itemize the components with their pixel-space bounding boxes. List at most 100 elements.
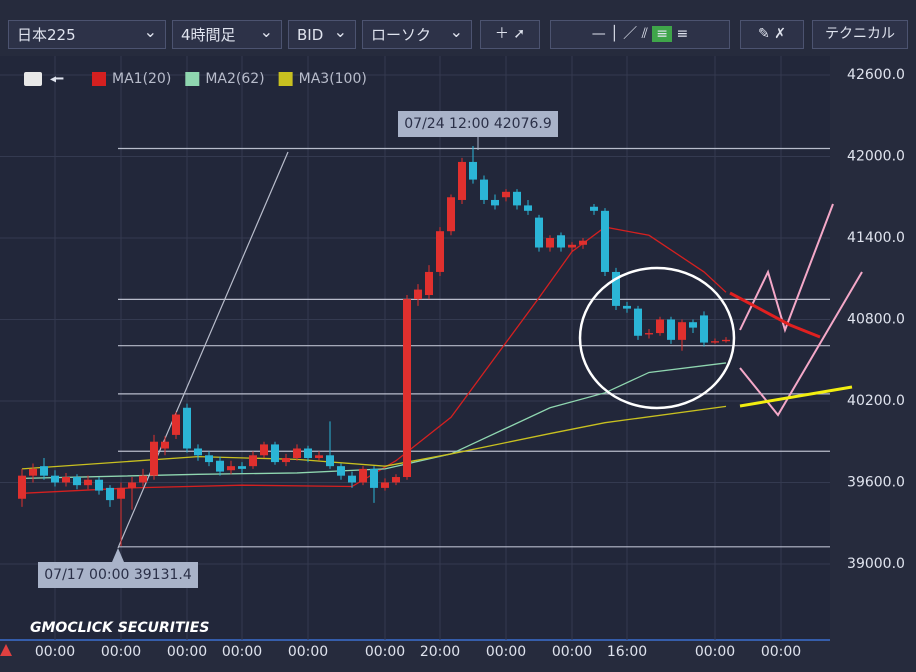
candle-body <box>29 468 37 476</box>
style-select[interactable]: ローソク <box>362 17 472 49</box>
candle-body <box>678 322 686 340</box>
x-tick-label: 16:00 <box>607 644 647 660</box>
candle-body <box>579 240 587 245</box>
candle-body <box>370 468 378 488</box>
candle-body <box>326 455 334 467</box>
candle-body <box>491 199 499 206</box>
x-tick-label: 20:00 <box>420 644 460 660</box>
candle-body <box>436 231 444 272</box>
candle-body <box>62 477 70 483</box>
ma-line <box>21 226 727 494</box>
legend-swatch <box>185 72 200 86</box>
candle-body <box>139 475 147 483</box>
candle-body <box>557 235 565 248</box>
candle-body <box>183 407 191 449</box>
candle-body <box>590 206 598 211</box>
draw-tools[interactable]: — │ ／ ⫽ ≡ ≡ <box>550 20 730 49</box>
candle-body <box>502 191 510 198</box>
circle-drawing <box>578 266 736 410</box>
candle-body <box>645 333 653 335</box>
x-tick-label: 00:00 <box>288 644 328 660</box>
y-tick-label: 39600.0 <box>847 474 905 490</box>
yellow-drawing <box>739 385 853 408</box>
candle-body <box>337 466 345 476</box>
candle-body <box>18 475 26 499</box>
plot-area <box>0 56 830 640</box>
candle-body <box>260 444 268 456</box>
candle-body <box>216 460 224 472</box>
candle-body <box>271 444 279 463</box>
erase-tools[interactable]: ✎ ✗ <box>740 20 804 49</box>
x-tick-label: 00:00 <box>695 644 735 660</box>
candle-body <box>238 466 246 469</box>
candle-body <box>172 414 180 435</box>
candle-body <box>348 475 356 483</box>
y-tick-label: 39000.0 <box>847 556 905 572</box>
period-select[interactable]: 4時間足 <box>172 17 282 49</box>
annotation-box <box>38 562 198 588</box>
candle-body <box>381 482 389 488</box>
candle-body <box>194 448 202 456</box>
comment-icon[interactable] <box>24 72 42 86</box>
candle-body <box>392 477 400 483</box>
legend-label: MA1(20) <box>112 71 171 87</box>
logo: GMOCLICK SECURITIES <box>30 620 209 636</box>
red-drawing <box>729 291 821 339</box>
ma-line <box>21 405 727 470</box>
scroll-marker[interactable] <box>0 644 12 656</box>
cursor-tools[interactable]: ＋ ➚ <box>480 20 540 49</box>
candle-body <box>106 487 114 501</box>
legend-swatch <box>92 72 106 86</box>
candle-body <box>480 179 488 200</box>
candle-body <box>524 205 532 211</box>
candle-body <box>667 319 675 340</box>
technical-button[interactable]: テクニカル <box>812 20 908 49</box>
candle-body <box>403 299 411 478</box>
candle-body <box>535 217 543 248</box>
candle-body <box>546 237 554 248</box>
y-tick-label: 42000.0 <box>847 149 905 165</box>
x-tick-label: 00:00 <box>167 644 207 660</box>
candle-body <box>304 448 312 459</box>
candle-body <box>73 477 81 486</box>
candle-body <box>414 289 422 300</box>
annotation: 07/24 12:00 42076.9 <box>404 116 552 132</box>
annotation-box <box>398 111 558 137</box>
candle-body <box>128 482 136 488</box>
candle-body <box>227 466 235 471</box>
x-tick-label: 00:00 <box>365 644 405 660</box>
candle-body <box>293 448 301 459</box>
candle-body <box>84 479 92 486</box>
y-tick-label: 42600.0 <box>847 67 905 83</box>
legend-label: MA2(62) <box>205 71 264 87</box>
x-tick-label: 00:00 <box>486 644 526 660</box>
price-select[interactable]: BID <box>288 17 356 49</box>
legend-label: MA3(100) <box>299 71 367 87</box>
candle-body <box>458 161 466 200</box>
x-tick-label: 00:00 <box>761 644 801 660</box>
candle-body <box>117 487 125 499</box>
annotation: 07/17 00:00 39131.4 <box>44 567 192 583</box>
x-tick-label: 00:00 <box>101 644 141 660</box>
candle-body <box>95 479 103 491</box>
candle-body <box>249 455 257 467</box>
arrow-icon[interactable]: ◂━ <box>50 72 64 86</box>
candle-body <box>150 441 158 476</box>
candle-body <box>601 210 609 272</box>
candle-body <box>315 455 323 459</box>
y-tick-label: 40800.0 <box>847 311 905 327</box>
y-tick-label: 40200.0 <box>847 393 905 409</box>
zigzag-drawing <box>739 271 863 417</box>
y-tick-label: 41400.0 <box>847 230 905 246</box>
symbol-select[interactable]: 日本225 <box>8 17 166 49</box>
candle-body <box>161 441 169 449</box>
annotation-pointer <box>112 548 124 562</box>
candle-body <box>612 271 620 306</box>
x-tick-label: 00:00 <box>35 644 75 660</box>
candle-body <box>634 308 642 336</box>
candle-body <box>656 319 664 334</box>
candle-body <box>513 191 521 206</box>
x-tick-label: 00:00 <box>552 644 592 660</box>
